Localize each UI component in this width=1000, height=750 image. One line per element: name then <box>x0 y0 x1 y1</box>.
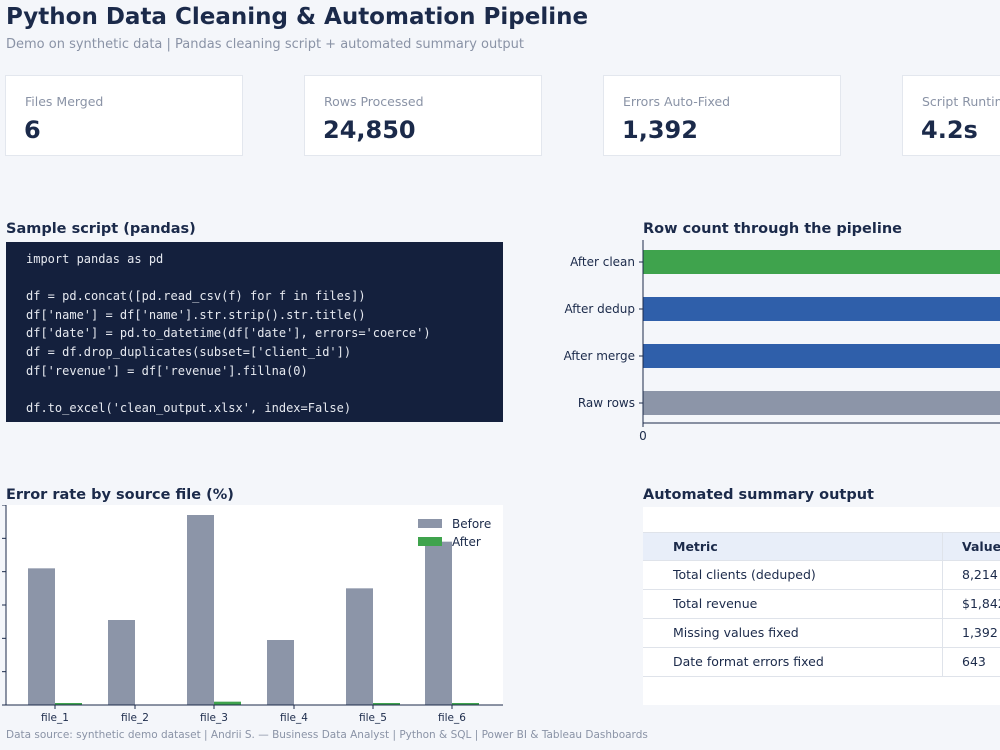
bar-before-file_5 <box>346 588 373 705</box>
bar-after-dedup <box>643 297 1000 321</box>
kpi-card-files-merged: Files Merged 6 <box>5 75 243 156</box>
kpi-label: Rows Processed <box>324 94 424 109</box>
y-tick-label: After merge <box>564 349 635 363</box>
bar-after-file_5 <box>373 703 400 705</box>
kpi-label: Script Runtime <box>922 94 1000 109</box>
bar-after-file_1 <box>55 703 82 705</box>
table-row: Missing values fixed 1,392 <box>643 619 1000 648</box>
x-tick-label: file_2 <box>121 712 149 724</box>
kpi-label: Errors Auto-Fixed <box>623 94 731 109</box>
header-value: Value <box>962 539 1000 554</box>
page-subtitle: Demo on synthetic data | Pandas cleaning… <box>6 37 524 52</box>
code-line: import pandas as pd <box>26 252 164 266</box>
code-line: df['date'] = pd.to_datetime(df['date'], … <box>26 326 431 341</box>
bar-before-file_1 <box>28 568 55 705</box>
bar-after-file_6 <box>452 703 479 705</box>
summary-table: Metric Value Total clients (deduped) 8,2… <box>643 507 1000 705</box>
x-tick-label: file_1 <box>41 712 69 724</box>
bar-after-clean <box>643 250 1000 274</box>
error-rate-chart: file_1 file_2 file_3 file_4 file_5 file_6 Befo… <box>2 505 503 724</box>
value-cell: 643 <box>962 654 986 669</box>
row-count-chart: Raw rows After merge After dedup After clea… <box>564 240 1000 443</box>
header-metric: Metric <box>673 539 718 554</box>
code-line <box>26 269 503 288</box>
bar-before-file_2 <box>108 620 135 705</box>
code-line <box>26 380 503 399</box>
table-header-row: Metric Value <box>643 532 1000 562</box>
x-tick-label: file_3 <box>200 712 228 724</box>
x-tick-label: 0 <box>639 429 647 443</box>
metric-cell: Total clients (deduped) <box>673 567 816 582</box>
table-row: Total revenue $1,842 <box>643 590 1000 619</box>
value-cell: 8,214 <box>962 567 998 582</box>
x-tick-label: file_4 <box>280 712 308 724</box>
metric-cell: Date format errors fixed <box>673 654 824 669</box>
bar-before-file_3 <box>187 515 214 705</box>
table-row: Date format errors fixed 643 <box>643 648 1000 677</box>
script-panel-title: Sample script (pandas) <box>6 221 196 237</box>
legend-label-after: After <box>452 535 481 549</box>
kpi-card-errors-auto-fixed: Errors Auto-Fixed 1,392 <box>603 75 841 156</box>
kpi-card-rows-processed: Rows Processed 24,850 <box>304 75 542 156</box>
table-row: Total clients (deduped) 8,214 <box>643 561 1000 590</box>
bar-before-file_4 <box>267 640 294 705</box>
kpi-value: 24,850 <box>323 116 416 144</box>
error-rate-chart-title: Error rate by source file (%) <box>6 487 234 503</box>
legend-swatch-before <box>418 519 442 528</box>
bar-after-merge <box>643 344 1000 368</box>
code-line: df.to_excel('clean_output.xlsx', index=F… <box>26 400 352 415</box>
footer: Data source: synthetic demo dataset | An… <box>6 729 648 741</box>
bar-raw-rows <box>643 391 1000 415</box>
y-tick-label: Raw rows <box>578 396 635 410</box>
legend-label-before: Before <box>452 517 491 531</box>
code-line: df = df.drop_duplicates(subset=['client_… <box>26 344 352 359</box>
kpi-card-script-runtime: Script Runtime 4.2s <box>902 75 1000 156</box>
y-tick-label: After clean <box>570 255 635 269</box>
metric-cell: Missing values fixed <box>673 625 799 640</box>
bar-before-file_6 <box>425 541 452 705</box>
code-line: df = pd.concat([pd.read_csv(f) for f in … <box>26 289 366 304</box>
x-tick-label: file_6 <box>438 712 466 724</box>
row-count-chart-title: Row count through the pipeline <box>643 221 902 237</box>
kpi-value: 6 <box>24 116 41 144</box>
kpi-value: 1,392 <box>622 116 698 144</box>
x-tick-label: file_5 <box>359 712 387 724</box>
summary-table-title: Automated summary output <box>643 487 874 503</box>
code-line: df['revenue'] = df['revenue'].fillna(0) <box>26 363 308 378</box>
y-tick-label: After dedup <box>565 302 635 316</box>
legend-swatch-after <box>418 537 442 546</box>
value-cell: $1,842 <box>962 596 1000 611</box>
code-line: df['name'] = df['name'].str.strip().str.… <box>26 307 366 322</box>
kpi-label: Files Merged <box>25 94 104 109</box>
page-title: Python Data Cleaning & Automation Pipeli… <box>6 4 589 30</box>
code-block: import pandas as pd df = pd.concat([pd.r… <box>6 242 503 422</box>
kpi-value: 4.2s <box>921 116 978 144</box>
bar-after-file_3 <box>214 701 241 705</box>
metric-cell: Total revenue <box>673 596 758 611</box>
value-cell: 1,392 <box>962 625 998 640</box>
